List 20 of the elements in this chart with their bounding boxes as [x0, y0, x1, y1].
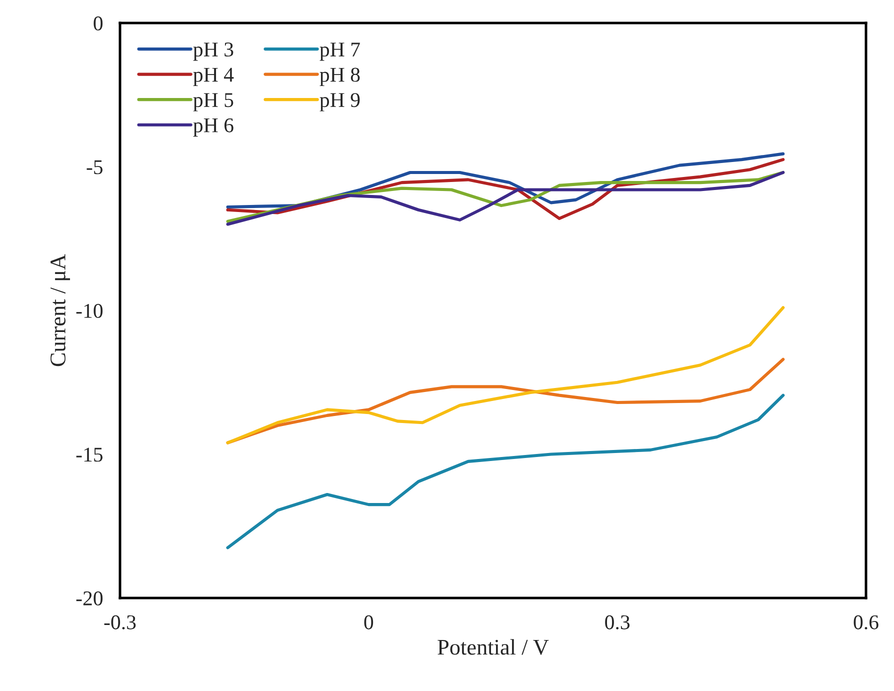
y-tick-label: -5 [86, 160, 103, 174]
x-axis-title: Potential / V [438, 639, 549, 655]
legend-label: pH 3 [193, 42, 234, 61]
x-tick-label: 0 [364, 615, 374, 630]
x-tick-label: -0.3 [104, 615, 136, 630]
y-tick-label: -15 [76, 448, 103, 462]
legend-label: pH 6 [193, 118, 234, 137]
legend-label: pH 7 [320, 42, 360, 61]
y-tick-label: 0 [94, 16, 103, 30]
legend-label: pH 4 [193, 68, 234, 86]
legend-label: pH 8 [320, 68, 360, 86]
line-series [226, 306, 785, 444]
y-tick-label: -20 [76, 591, 103, 606]
y-axis-title: Current / μA [50, 254, 70, 366]
y-tick-label: -10 [76, 304, 103, 318]
line-series [226, 394, 785, 550]
legend-label: pH 9 [320, 93, 360, 112]
x-tick-label: 0.6 [854, 615, 878, 630]
x-tick-label: 0.3 [605, 615, 630, 630]
legend-label: pH 5 [193, 93, 234, 112]
